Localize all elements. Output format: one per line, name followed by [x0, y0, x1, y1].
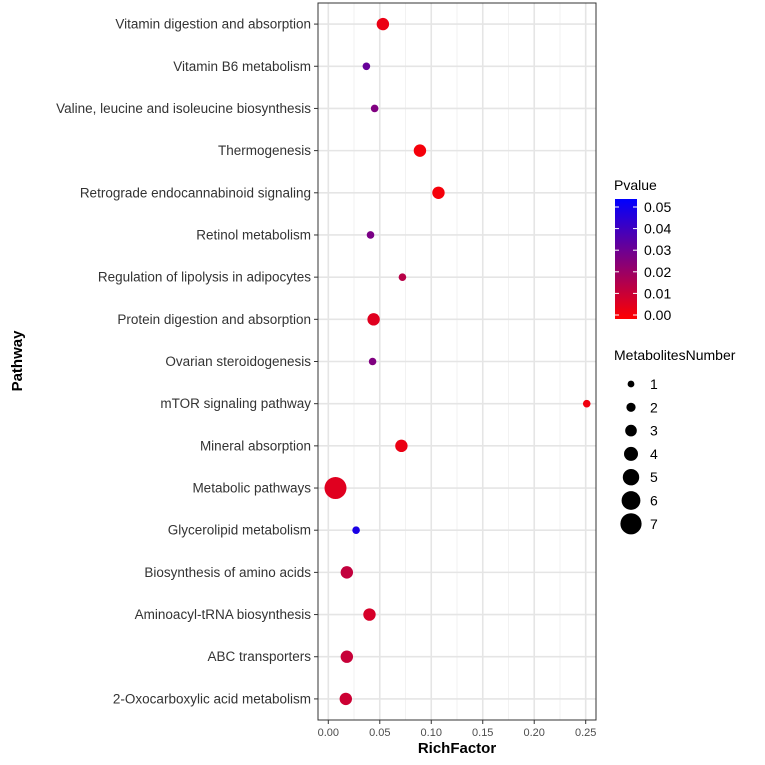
y-tick-label: Protein digestion and absorption: [117, 312, 311, 327]
size-legend-label: 7: [650, 516, 658, 532]
data-point: [366, 231, 375, 239]
data-point: [339, 692, 352, 706]
x-tick-label: 0.20: [524, 727, 545, 739]
data-point: [413, 144, 427, 157]
pvalue-colorbar-ticks: 0.05 0.04 0.03 0.02 0.01 0.00: [615, 199, 671, 323]
size-legend-label: 3: [650, 423, 658, 439]
data-point: [432, 186, 445, 199]
data-point: [367, 313, 380, 326]
y-axis-ticks: Vitamin digestion and absorption Vitamin …: [56, 17, 318, 706]
data-point: [352, 526, 360, 535]
pvalue-legend: Pvalue 0.05 0.04 0.03 0.02 0.01 0.00: [614, 177, 671, 323]
data-point: [363, 608, 376, 621]
data-point: [362, 62, 371, 71]
y-tick-label: Metabolic pathways: [192, 481, 311, 496]
size-legend-label: 2: [650, 399, 658, 415]
size-legend-dot: [622, 469, 640, 486]
y-tick-label: 2-Oxocarboxylic acid metabolism: [113, 691, 311, 706]
size-legend: MetabolitesNumber 1 2 3 4 5 6 7: [614, 347, 736, 535]
pvalue-colorbar: [615, 199, 637, 319]
y-tick-label: Vitamin B6 metabolism: [173, 59, 311, 74]
data-point: [340, 650, 354, 663]
size-legend-dot: [625, 424, 637, 437]
y-tick-label: ABC transporters: [207, 649, 311, 664]
size-legend-dot: [621, 491, 641, 510]
plot-panel-border: [317, 2, 597, 721]
x-tick-label: 0.00: [318, 727, 339, 739]
y-tick-label: Glycerolipid metabolism: [168, 523, 311, 538]
y-tick-label: Ovarian steroidogenesis: [165, 354, 311, 369]
y-tick-label: Retrograde endocannabinoid signaling: [80, 185, 311, 200]
data-point: [370, 104, 379, 113]
x-tick-label: 0.10: [421, 727, 442, 739]
y-tick-label: Regulation of lipolysis in adipocytes: [98, 270, 311, 285]
grid-lines: [318, 3, 596, 720]
y-tick-label: Retinol metabolism: [196, 227, 311, 242]
data-point: [368, 357, 377, 366]
x-tick-label: 0.25: [575, 727, 596, 739]
pvalue-legend-title: Pvalue: [614, 177, 657, 193]
colorbar-tick-label: 0.02: [644, 264, 671, 280]
y-tick-label: Biosynthesis of amino acids: [144, 565, 311, 580]
size-legend-label: 4: [650, 446, 658, 462]
y-tick-label: Mineral absorption: [200, 438, 311, 453]
y-tick-label: Aminoacyl-tRNA biosynthesis: [135, 607, 312, 622]
size-legend-dot: [626, 402, 636, 412]
x-tick-label: 0.05: [369, 727, 390, 739]
size-legend-dot: [620, 513, 642, 535]
y-tick-label: mTOR signaling pathway: [160, 396, 311, 411]
data-point: [398, 273, 407, 281]
colorbar-tick-label: 0.00: [644, 307, 671, 323]
x-axis-title: RichFactor: [418, 740, 497, 757]
data-point: [395, 439, 408, 453]
y-axis-title: Pathway: [9, 330, 26, 392]
colorbar-tick-label: 0.03: [644, 242, 671, 258]
x-tick-label: 0.15: [472, 727, 493, 739]
size-legend-label: 1: [650, 376, 658, 392]
size-legend-title: MetabolitesNumber: [614, 347, 736, 363]
x-axis-ticks: 0.00 0.05 0.10 0.15 0.20 0.25: [318, 720, 596, 739]
size-legend-label: 6: [650, 493, 658, 509]
data-point: [582, 399, 591, 408]
size-legend-label: 5: [650, 469, 658, 485]
size-legend-dot: [627, 380, 635, 388]
colorbar-tick-label: 0.01: [644, 285, 671, 301]
colorbar-tick-label: 0.04: [644, 221, 671, 237]
colorbar-tick-label: 0.05: [644, 199, 671, 215]
size-legend-dot: [624, 446, 638, 461]
size-legend-items: 1 2 3 4 5 6 7: [620, 376, 658, 535]
data-points: [324, 17, 591, 706]
data-point: [340, 566, 354, 579]
data-point: [324, 477, 347, 500]
y-tick-label: Vitamin digestion and absorption: [115, 17, 311, 32]
data-point: [376, 17, 390, 31]
y-tick-label: Thermogenesis: [218, 143, 311, 158]
y-tick-label: Valine, leucine and isoleucine biosynthe…: [56, 101, 311, 116]
